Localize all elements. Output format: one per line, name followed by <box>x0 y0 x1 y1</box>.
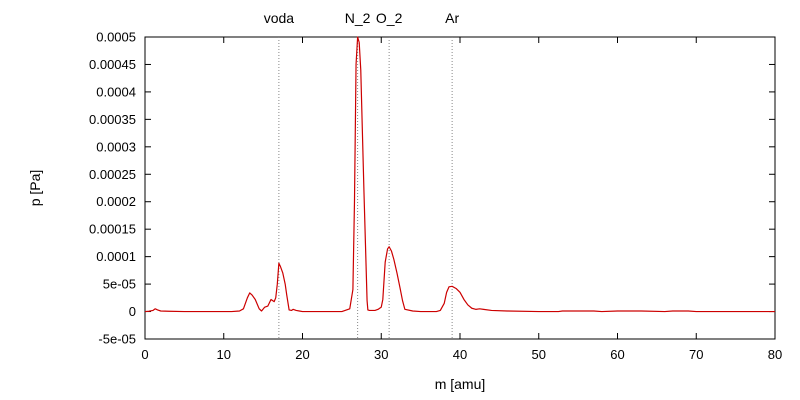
marker-label: voda <box>264 10 295 26</box>
y-tick-label: 0.0003 <box>96 139 136 154</box>
plot-frame <box>144 36 776 340</box>
marker-label: Ar <box>445 10 459 26</box>
y-tick-label: 0.00035 <box>89 112 136 127</box>
series-layer <box>144 36 775 313</box>
x-axis-label: m [amu] <box>435 376 486 392</box>
y-axis-label: p [Pa] <box>27 170 43 207</box>
y-tick-label: 0.0004 <box>96 84 136 99</box>
x-tick-label: 60 <box>610 347 624 362</box>
x-tick-label: 0 <box>141 347 148 362</box>
y-tick-label: -5e-05 <box>98 332 136 347</box>
x-tick-label: 70 <box>689 347 703 362</box>
y-tick-label: 0.00025 <box>89 167 136 182</box>
series-line <box>144 36 775 313</box>
x-tick-label: 80 <box>768 347 782 362</box>
y-tick-label: 0.0005 <box>96 30 136 45</box>
x-axis-ticks: 0 10 20 30 40 50 60 70 80 <box>141 37 782 362</box>
x-tick-label: 20 <box>295 347 309 362</box>
x-tick-label: 10 <box>217 347 231 362</box>
marker-label: O_2 <box>376 10 403 26</box>
marker-lines <box>278 37 453 339</box>
y-tick-label: 0 <box>129 304 136 319</box>
y-tick-label: 0.00045 <box>89 57 136 72</box>
y-axis-ticks: -5e-05 0 5e-05 0.0001 0.00015 0.0002 0.00025 0.… <box>89 30 775 347</box>
marker-label: N_2 <box>345 10 371 26</box>
y-tick-label: 0.0001 <box>96 249 136 264</box>
y-tick-label: 0.00015 <box>89 222 136 237</box>
x-tick-label: 50 <box>532 347 546 362</box>
y-tick-label: 0.0002 <box>96 194 136 209</box>
y-tick-label: 5e-05 <box>103 277 136 292</box>
x-tick-label: 40 <box>453 347 467 362</box>
marker-labels: voda N_2 O_2 Ar <box>264 10 460 26</box>
x-tick-label: 30 <box>374 347 388 362</box>
